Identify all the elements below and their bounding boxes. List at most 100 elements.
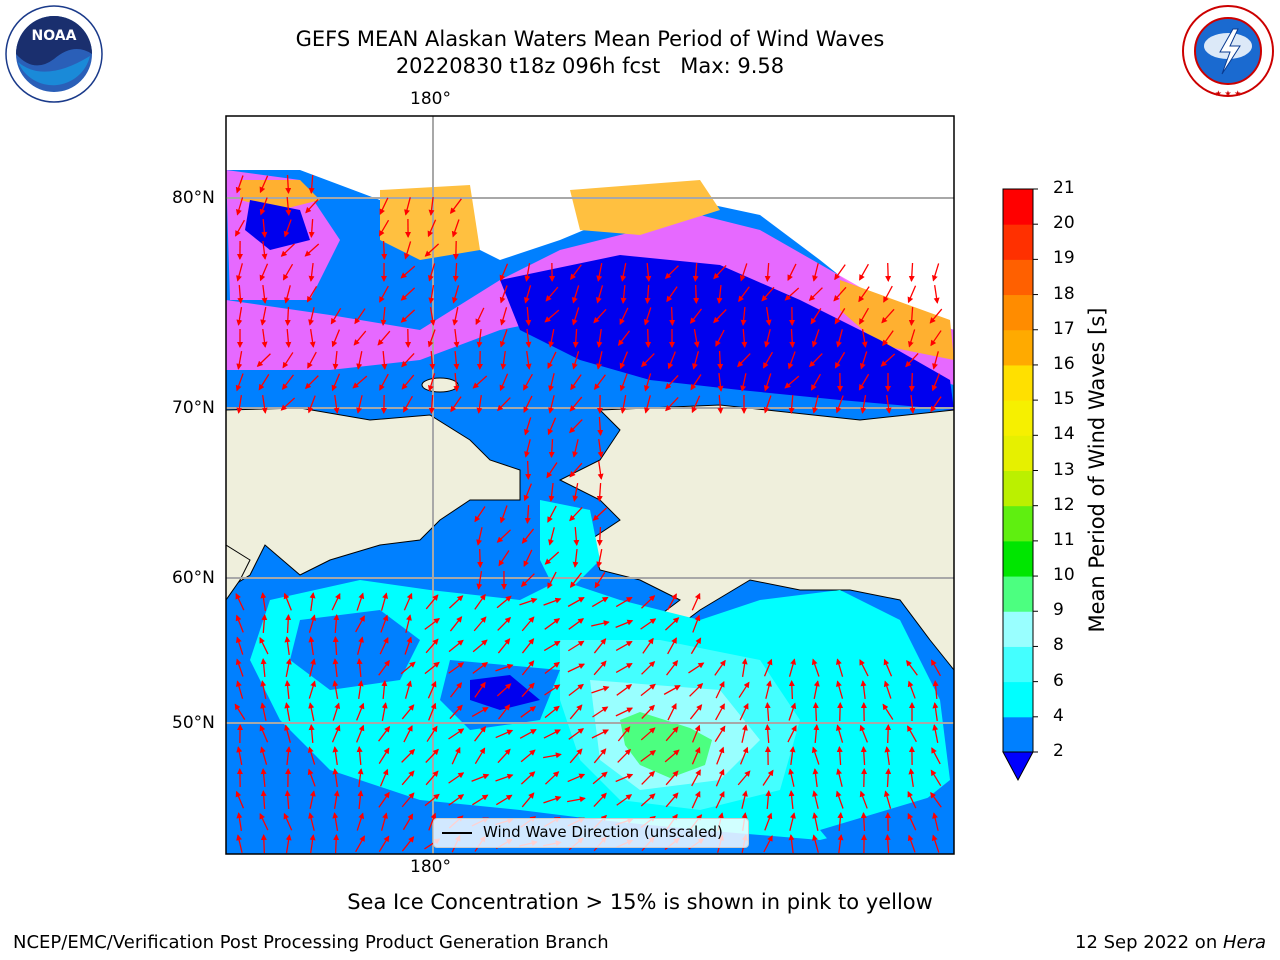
wave-direction-arrow [307, 395, 316, 414]
wave-direction-arrow [332, 768, 339, 788]
wave-direction-arrow [403, 395, 413, 413]
wave-direction-arrow [544, 309, 560, 323]
wave-direction-arrow [331, 592, 341, 611]
wave-direction-arrow [568, 618, 585, 630]
wave-direction-arrow [285, 174, 292, 194]
wave-direction-arrow [260, 680, 267, 699]
wave-direction-arrow [765, 680, 772, 699]
wave-direction-arrow [690, 374, 702, 391]
wave-direction-arrow [308, 636, 315, 655]
wave-direction-arrow [860, 812, 867, 832]
max-period-green [620, 712, 712, 778]
wave-direction-arrow [236, 263, 243, 282]
wave-direction-arrow [523, 549, 533, 568]
wave-direction-arrow [476, 571, 483, 590]
colorbar-tick-label: 9 [1053, 600, 1064, 621]
wave-direction-arrow [308, 307, 315, 326]
wave-direction-arrow [764, 724, 771, 744]
wave-direction-arrow [693, 329, 700, 348]
wave-direction-arrow [640, 683, 656, 697]
wave-direction-arrow [259, 746, 268, 765]
colorbar-tick-label: 21 [1053, 178, 1075, 198]
wave-direction-arrow [930, 791, 942, 808]
wave-direction-arrow [519, 729, 537, 739]
wave-direction-arrow [835, 658, 844, 677]
wave-direction-arrow [333, 790, 340, 809]
wave-direction-arrow [235, 373, 244, 392]
wave-direction-arrow [235, 175, 244, 194]
wave-direction-arrow [692, 262, 699, 282]
wave-direction-arrow [424, 661, 440, 675]
wave-direction-arrow [544, 705, 560, 719]
wave-direction-arrow [717, 372, 724, 392]
wave-direction-arrow [428, 812, 437, 831]
wave-direction-arrow [523, 395, 533, 413]
wave-direction-arrow [619, 351, 629, 370]
wave-direction-arrow [571, 351, 580, 370]
wave-direction-arrow [860, 395, 867, 414]
wave-direction-arrow [858, 373, 870, 391]
wave-direction-arrow [353, 330, 367, 346]
wave-direction-arrow [428, 285, 435, 304]
wave-direction-arrow [591, 685, 610, 694]
wave-direction-arrow [597, 461, 604, 480]
wave-direction-arrow [428, 394, 435, 414]
wave-direction-arrow [809, 353, 823, 368]
wave-direction-arrow [789, 812, 796, 831]
wave-direction-arrow [544, 661, 560, 675]
colorbar-band [1003, 400, 1033, 436]
wave-direction-arrow [260, 592, 267, 611]
wave-direction-arrow [835, 724, 844, 743]
wave-direction-arrow [812, 395, 819, 414]
wave-direction-arrow [788, 702, 797, 721]
wave-direction-arrow [859, 351, 868, 370]
wave-direction-arrow [309, 790, 316, 809]
colorbar-band [1003, 716, 1033, 753]
wave-direction-arrow [837, 812, 844, 832]
wave-direction-arrow [474, 593, 486, 610]
wave-direction-arrow [306, 285, 318, 303]
wave-direction-arrow [284, 636, 291, 656]
wave-direction-arrow [424, 793, 440, 807]
wave-direction-arrow [617, 748, 631, 763]
wave-direction-arrow [932, 680, 939, 700]
wave-direction-arrow [617, 726, 631, 742]
wave-direction-arrow [810, 373, 822, 391]
wave-direction-arrow [812, 702, 819, 722]
wave-direction-arrow [472, 639, 488, 653]
wave-direction-arrow [401, 352, 415, 368]
wave-direction-arrow [500, 350, 507, 370]
wave-direction-arrow [283, 219, 292, 238]
wave-direction-arrow [737, 770, 751, 786]
wave-direction-arrow [932, 351, 939, 370]
wave-direction-arrow [594, 572, 606, 589]
wave-direction-arrow [520, 573, 535, 588]
wave-direction-arrow [260, 658, 267, 678]
wave-direction-arrow [666, 286, 678, 303]
wave-direction-arrow [403, 241, 412, 260]
wave-direction-arrow [784, 375, 800, 389]
wave-direction-arrow [620, 395, 627, 414]
wave-direction-arrow [788, 394, 795, 414]
wave-direction-arrow [523, 373, 533, 391]
wave-direction-arrow [332, 812, 339, 831]
footer-date: 12 Sep 2022 on Hera [1075, 932, 1266, 953]
wave-direction-arrow [908, 372, 915, 392]
wave-direction-arrow [284, 790, 291, 810]
wave-direction-arrow [380, 306, 387, 326]
wave-direction-arrow [308, 262, 315, 282]
wave-direction-arrow [669, 306, 676, 326]
wave-direction-arrow [788, 768, 795, 787]
wave-direction-arrow [884, 746, 891, 766]
wave-direction-arrow [495, 729, 514, 739]
se-blue [820, 790, 954, 854]
wave-direction-arrow [304, 243, 320, 257]
wave-direction-arrow [261, 284, 268, 304]
wave-direction-arrow [689, 682, 704, 697]
wave-direction-arrow [689, 704, 703, 720]
wave-direction-arrow [643, 307, 652, 326]
wave-direction-arrow [763, 395, 772, 414]
wave-direction-arrow [837, 834, 844, 854]
wave-direction-arrow [427, 263, 436, 282]
siberia-land [226, 407, 521, 591]
